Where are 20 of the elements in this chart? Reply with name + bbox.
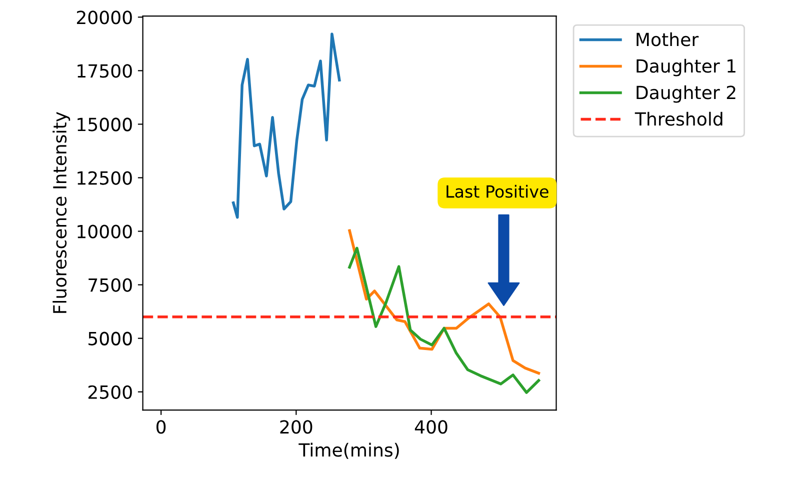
x-tick-label: 400 (414, 420, 448, 434)
y-tick-label: 17500 (78, 64, 132, 78)
y-tick-label: 7500 (88, 278, 132, 292)
x-tick-label: 200 (280, 420, 312, 434)
y-tick-label: 5000 (88, 332, 132, 346)
legend-label: Mother (636, 32, 699, 46)
y-tick-label: 10000 (78, 224, 132, 238)
legend-label: Threshold (634, 112, 722, 126)
y-tick-label: 20000 (76, 10, 132, 24)
line-series (232, 32, 341, 219)
legend-label: Daughter 2 (636, 85, 736, 103)
y-tick-label: 15000 (78, 118, 132, 132)
line-series (348, 246, 540, 394)
y-axis-title: Fluorescence Intensity (52, 112, 70, 313)
x-axis-title: Time(mins) (298, 442, 399, 459)
legend-label: Daughter 1 (636, 58, 736, 76)
y-tick-label: 12500 (78, 171, 132, 185)
y-tick-label: 2500 (88, 385, 132, 399)
annotation: Last Positive (446, 184, 548, 198)
x-tick-label: 0 (156, 420, 166, 434)
